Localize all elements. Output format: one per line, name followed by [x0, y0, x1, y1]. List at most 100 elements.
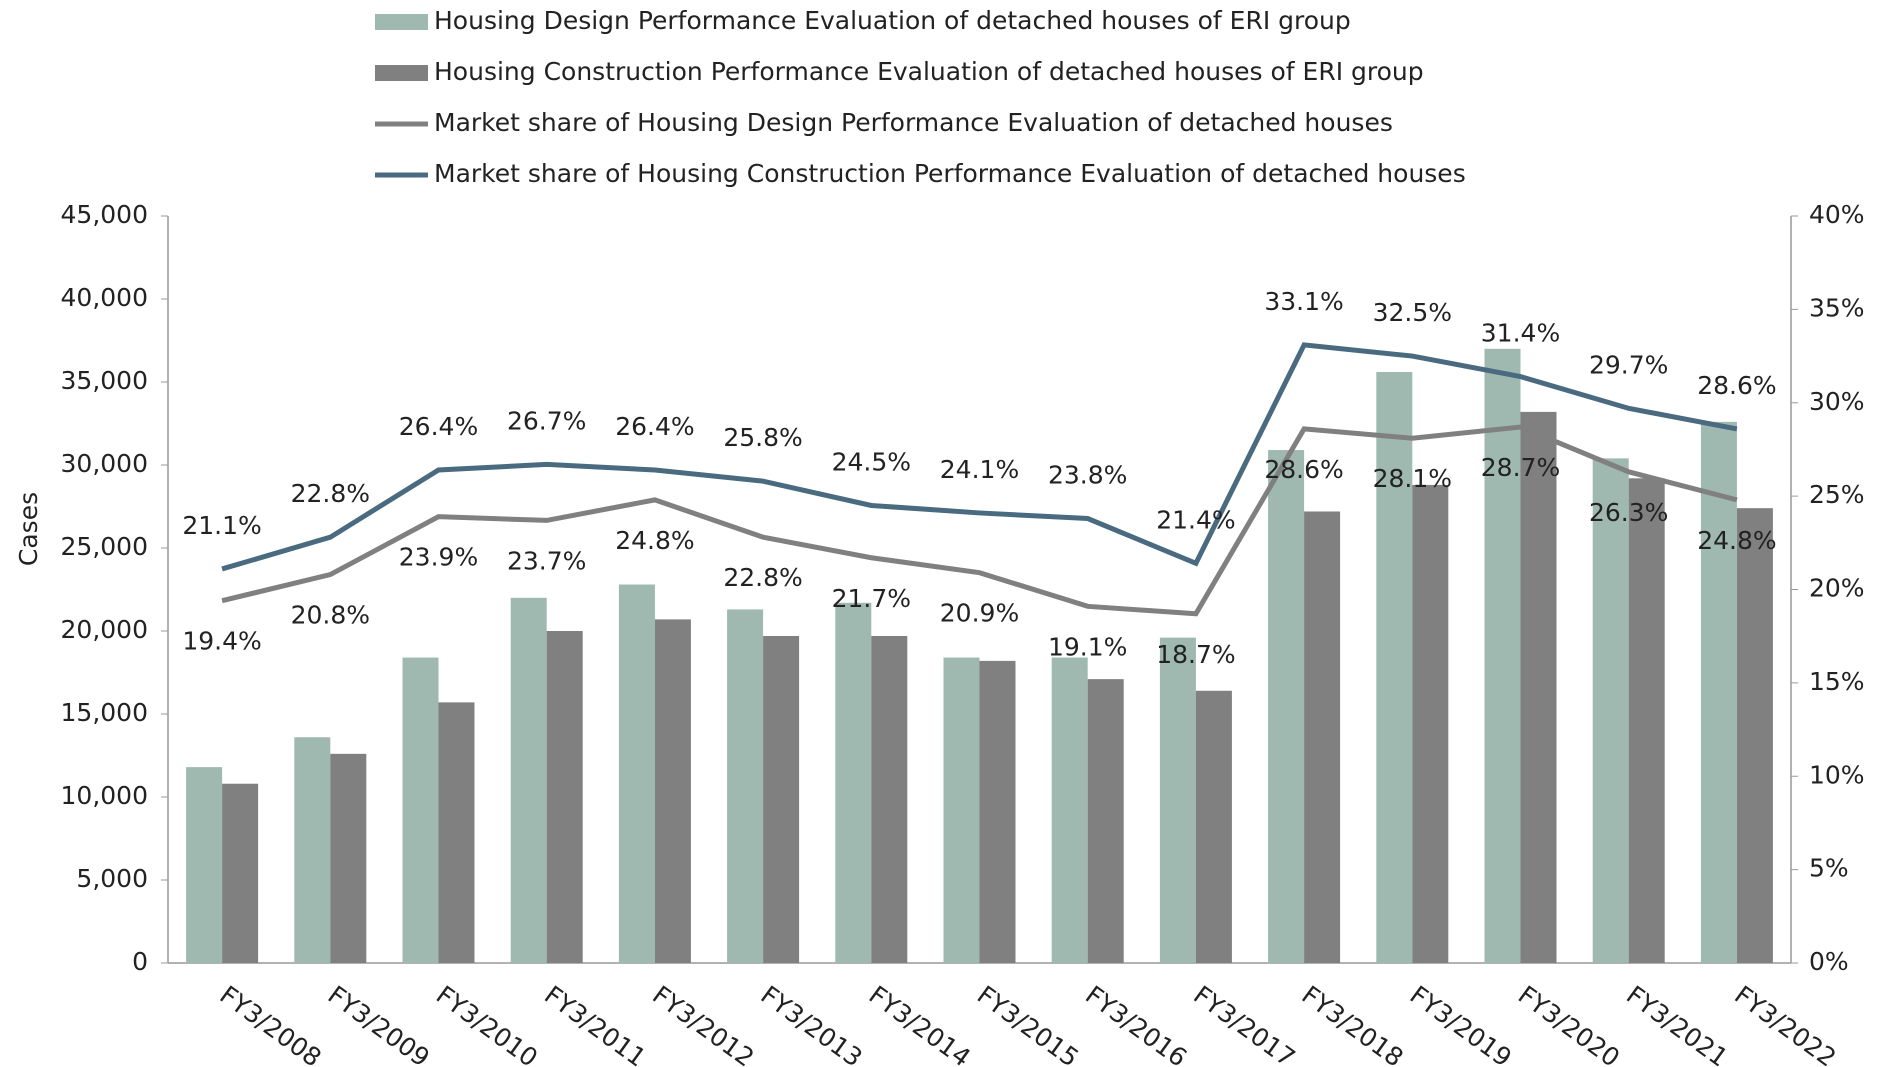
bar	[1051, 657, 1088, 963]
data-label: 24.5%	[832, 447, 911, 476]
bar	[1087, 679, 1124, 963]
data-label: 24.8%	[615, 526, 694, 555]
x-tick-label: FY3/2014	[864, 980, 976, 1067]
y2-tick-label: 5%	[1809, 854, 1849, 883]
legend-label: Housing Construction Performance Evaluat…	[434, 57, 1424, 86]
data-label: 24.8%	[1697, 526, 1776, 555]
x-tick-label: FY3/2021	[1621, 980, 1733, 1067]
x-tick-label: FY3/2018	[1296, 980, 1408, 1067]
data-label: 28.6%	[1697, 371, 1776, 400]
legend-label: Housing Design Performance Evaluation of…	[434, 6, 1351, 35]
data-label: 23.9%	[399, 543, 478, 572]
y-tick-label: 15,000	[61, 698, 148, 727]
y2-tick-label: 20%	[1809, 574, 1865, 603]
y-tick-label: 40,000	[61, 283, 148, 312]
bar	[1736, 508, 1773, 963]
x-tick-label: FY3/2016	[1080, 980, 1192, 1067]
bar	[979, 660, 1016, 963]
x-tick-label: FY3/2022	[1729, 980, 1841, 1067]
line	[221, 342, 1738, 572]
data-label: 22.8%	[723, 563, 802, 592]
data-label: 32.5%	[1373, 298, 1452, 327]
data-label: 25.8%	[723, 423, 802, 452]
x-tick-label: FY3/2017	[1188, 980, 1300, 1067]
data-label: 19.4%	[182, 627, 261, 656]
data-label: 26.4%	[615, 412, 694, 441]
y-tick-label: 20,000	[61, 615, 148, 644]
bar	[1700, 421, 1737, 964]
line	[221, 424, 1738, 617]
y-tick-label: 0	[132, 947, 148, 976]
data-label: 28.6%	[1264, 455, 1343, 484]
bar	[1484, 348, 1521, 963]
bar	[546, 631, 583, 963]
bar	[763, 635, 800, 963]
bar	[222, 783, 259, 963]
data-label: 33.1%	[1264, 287, 1343, 316]
bar	[835, 602, 872, 963]
bar	[1592, 458, 1629, 963]
x-tick-label: FY3/2019	[1405, 980, 1517, 1067]
bar	[1412, 484, 1449, 963]
bar	[1520, 411, 1557, 963]
data-label: 28.1%	[1373, 464, 1452, 493]
legend-swatch	[375, 14, 428, 30]
data-label: 20.9%	[940, 599, 1019, 628]
bar	[618, 584, 655, 963]
data-label: 20.8%	[291, 601, 370, 630]
y2-tick-label: 25%	[1809, 480, 1865, 509]
legend-swatch	[375, 65, 428, 81]
x-tick-label: FY3/2013	[755, 980, 867, 1067]
y-axis-label: Cases	[14, 492, 43, 566]
bar	[654, 619, 691, 963]
legend-label: Market share of Housing Construction Per…	[434, 159, 1466, 188]
bar	[1159, 637, 1196, 963]
bar	[727, 609, 764, 963]
bar	[186, 767, 223, 963]
bar	[871, 635, 908, 963]
y2-tick-label: 30%	[1809, 387, 1865, 416]
bar	[330, 753, 367, 963]
y-tick-label: 10,000	[61, 781, 148, 810]
bar	[438, 702, 475, 963]
x-tick-label: FY3/2012	[647, 980, 759, 1067]
y2-tick-label: 0%	[1809, 947, 1849, 976]
bar	[1304, 511, 1341, 963]
x-tick-label: FY3/2008	[214, 980, 326, 1067]
bar	[1376, 372, 1413, 963]
data-label: 26.3%	[1589, 498, 1668, 527]
y-tick-label: 35,000	[61, 366, 148, 395]
y-tick-label: 45,000	[61, 200, 148, 229]
bar	[294, 737, 331, 963]
data-label: 26.4%	[399, 412, 478, 441]
y2-tick-label: 35%	[1809, 293, 1865, 322]
data-label: 21.7%	[832, 584, 911, 613]
data-label: 23.8%	[1048, 461, 1127, 490]
legend-label: Market share of Housing Design Performan…	[434, 108, 1393, 137]
y-tick-label: 5,000	[76, 864, 148, 893]
bar	[1195, 690, 1232, 963]
bar	[1268, 450, 1305, 963]
bar	[510, 597, 547, 963]
data-label: 24.1%	[940, 455, 1019, 484]
data-label: 29.7%	[1589, 350, 1668, 379]
bar	[402, 657, 439, 963]
data-label: 21.4%	[1156, 505, 1235, 534]
x-tick-label: FY3/2009	[323, 980, 435, 1067]
y2-tick-label: 15%	[1809, 667, 1865, 696]
x-tick-label: FY3/2015	[972, 980, 1084, 1067]
y-tick-label: 30,000	[61, 449, 148, 478]
y-tick-label: 25,000	[61, 532, 148, 561]
y2-tick-label: 40%	[1809, 200, 1865, 229]
data-label: 19.1%	[1048, 632, 1127, 661]
bar	[1628, 478, 1665, 963]
data-label: 18.7%	[1156, 640, 1235, 669]
x-tick-label: FY3/2010	[431, 980, 543, 1067]
data-label: 21.1%	[182, 511, 261, 540]
data-label: 31.4%	[1481, 319, 1560, 348]
data-label: 28.7%	[1481, 453, 1560, 482]
x-tick-label: FY3/2020	[1513, 980, 1625, 1067]
data-label: 22.8%	[291, 479, 370, 508]
x-tick-label: FY3/2011	[539, 980, 651, 1067]
